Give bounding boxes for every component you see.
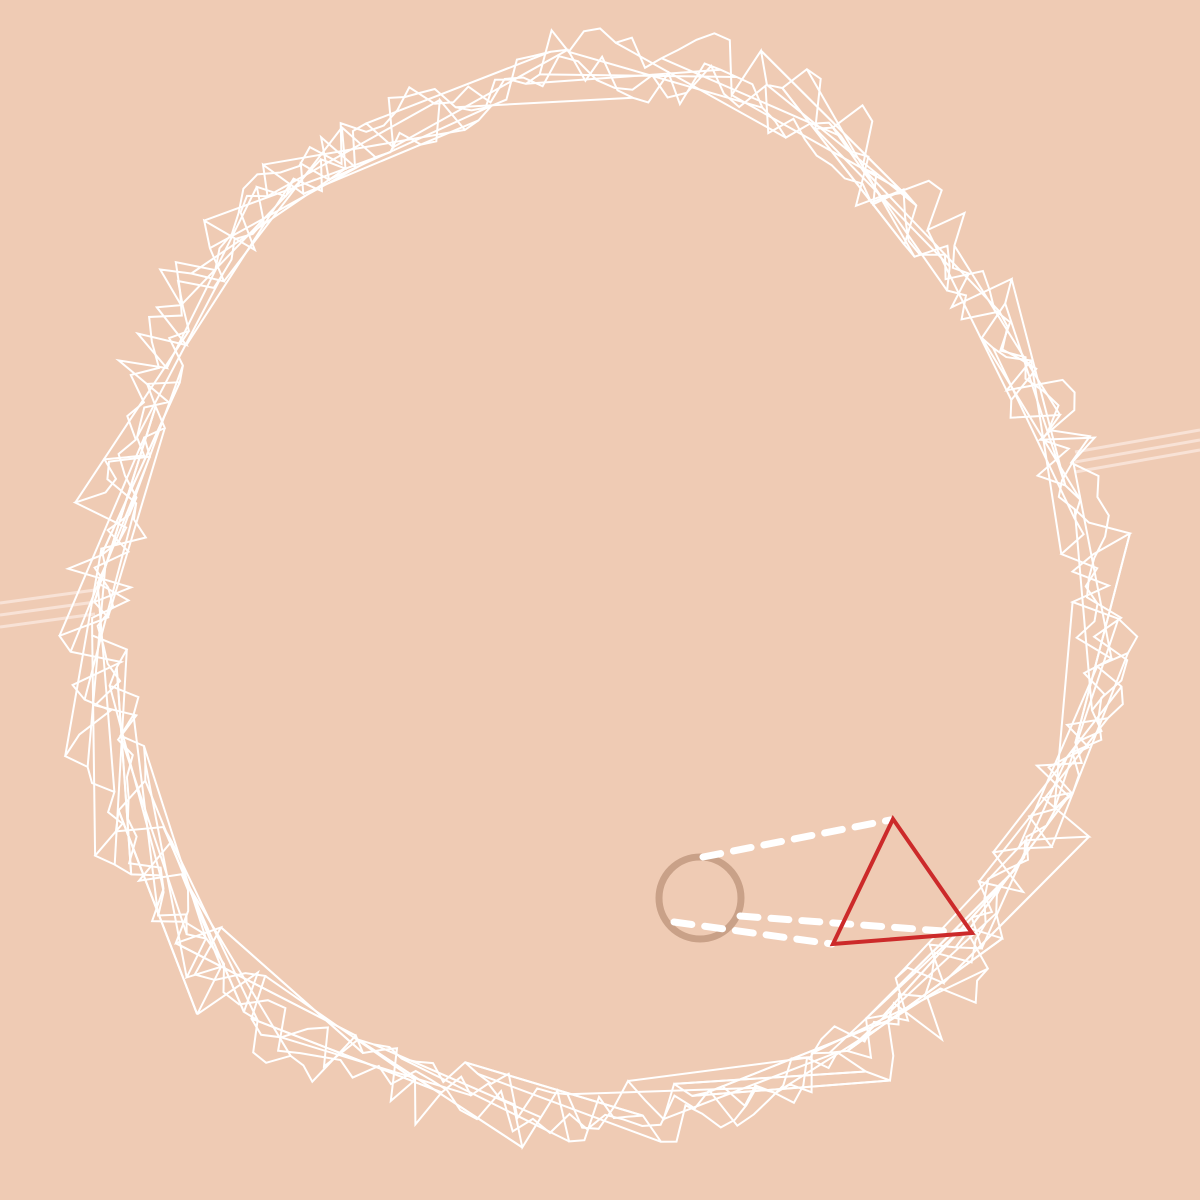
asteroid-edge-link: [170, 840, 259, 1021]
asteroid-edge-link: [64, 548, 103, 757]
asteroid-edge-link: [567, 1086, 757, 1096]
asteroid-edge-link: [828, 925, 966, 1054]
asteroid-edge-link: [115, 667, 133, 875]
asteroid-edge-link: [162, 826, 245, 1013]
asteroid-edge-link: [674, 1070, 866, 1085]
asteroid-edge-link: [781, 87, 906, 246]
asteroid-edge-link: [882, 869, 1016, 1017]
asteroid-edge-link: [1004, 303, 1067, 486]
asteroid-edge-link: [477, 1072, 662, 1143]
asteroid-edge-link: [1073, 509, 1093, 711]
asteroid-edge-link: [365, 50, 551, 125]
asteroid-edge-link: [525, 68, 721, 85]
asteroid-edge-link: [1017, 666, 1099, 849]
asteroid-edge-link: [136, 273, 224, 438]
asteroid-edge-link: [223, 126, 343, 282]
asteroid-edge-link: [814, 128, 951, 268]
asteroid-edge-link: [692, 1079, 891, 1097]
trail-upper: [699, 816, 894, 861]
asteroid-edge-link: [811, 967, 989, 1055]
asteroid-edge-link: [117, 810, 199, 1015]
streak-right-2: [1074, 438, 1200, 464]
asteroid-edge-link: [978, 717, 1109, 883]
asteroid-edge-link: [992, 347, 1076, 519]
asteroid-edge-link: [539, 73, 737, 78]
asteroid-edge-link: [1050, 652, 1129, 848]
asteroid-edge-link: [132, 714, 160, 916]
asteroid-edge-link: [846, 937, 1003, 1052]
ship-trail: [670, 816, 974, 948]
asteroid-edge-link: [113, 649, 128, 865]
asteroid-edge-link: [107, 427, 166, 618]
asteroid-edge-link: [861, 167, 1001, 313]
asteroid-edge-link: [165, 186, 258, 369]
asteroid-edge-link: [108, 685, 162, 876]
asteroid-edge-link: [392, 48, 569, 148]
streak-left-3: [0, 612, 96, 629]
asteroid-edge-link: [627, 1056, 808, 1082]
asteroid-edge-link: [357, 1038, 523, 1149]
asteroid-outline-3: [93, 55, 1129, 1135]
asteroid-edge-link: [401, 1057, 570, 1143]
asteroid-edge-link: [1074, 533, 1131, 743]
streak-right-3: [1074, 448, 1200, 474]
asteroid-edge-link: [1053, 618, 1120, 810]
asteroid-edge-link: [992, 685, 1123, 854]
asteroid-edge-link: [117, 365, 184, 543]
asteroid-edge-link: [209, 156, 376, 249]
asteroid-edge-link: [865, 880, 1005, 1020]
asteroid-edge-link: [262, 128, 466, 166]
large-asteroid[interactable]: [57, 27, 1139, 1151]
asteroid-edge-link: [144, 762, 188, 978]
asteroid-edge-link: [143, 745, 207, 939]
asteroid-edge-link: [58, 437, 146, 637]
asteroid-edge-link: [568, 50, 763, 109]
asteroid-edge-link: [251, 1017, 443, 1094]
streak-left-2: [0, 600, 96, 617]
trail-middle: [736, 912, 974, 937]
asteroid-edge-link: [180, 158, 322, 306]
asteroid-edge-link: [69, 456, 151, 653]
edge-streaks: [0, 428, 1200, 629]
trail-lower: [670, 918, 836, 948]
asteroid-edge-link: [663, 1051, 838, 1121]
asteroid-edge-link: [766, 84, 917, 207]
asteroid-edge-link: [464, 1061, 644, 1117]
asteroid-edge-link: [926, 229, 1013, 401]
ship-triangle[interactable]: [829, 815, 976, 947]
asteroid-edge-link: [1053, 601, 1074, 810]
asteroid-edge-link: [942, 835, 1090, 984]
asteroid-edge-link: [954, 792, 1073, 948]
asteroid-edge-link: [100, 381, 181, 556]
asteroid-edge-link: [953, 245, 1061, 416]
asteroid-edge-link: [220, 926, 364, 1054]
asteroid-edge-link: [1072, 461, 1113, 659]
asteroid-edge-link: [86, 566, 107, 767]
asteroid-edge-link: [455, 96, 633, 109]
asteroid-edge-link: [615, 41, 787, 139]
asteroid-edge-link: [760, 49, 918, 207]
asteroid-edge-link: [1030, 360, 1063, 555]
asteroid-edge-link: [806, 68, 916, 258]
asteroid-edge-link: [83, 503, 138, 700]
asteroid-edge-link: [731, 94, 906, 194]
asteroid-edge-link: [831, 127, 948, 292]
asteroid-edge-link: [373, 1043, 542, 1119]
asteroid-edge-link: [980, 337, 1082, 501]
asteroid-edge-link: [180, 873, 292, 1057]
streak-right-1: [1074, 428, 1200, 454]
asteroid-edge-link: [894, 839, 1027, 979]
